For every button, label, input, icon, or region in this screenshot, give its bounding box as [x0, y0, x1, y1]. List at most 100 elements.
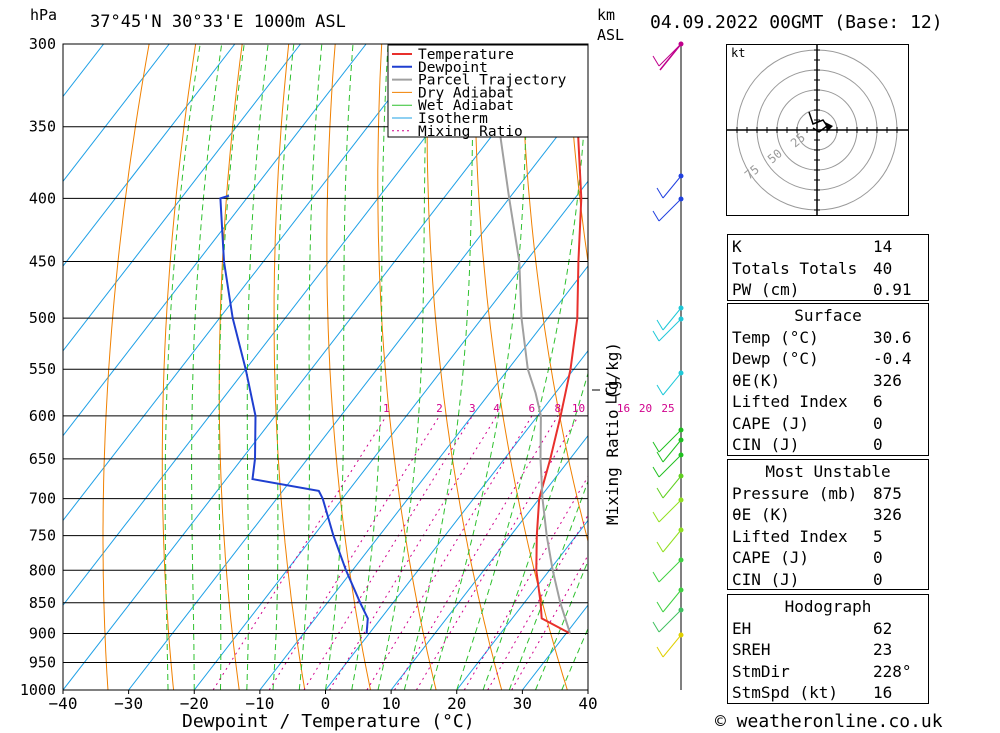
pressure-tick-label: 400: [29, 189, 56, 207]
legend-box: [387, 44, 589, 138]
most-unstable-box: Most Unstable Pressure (mb) 875 θE (K) 326 L…: [727, 459, 929, 590]
surface-label: Lifted Index: [732, 392, 848, 411]
mixing-ratio-label: 4: [493, 402, 500, 415]
pressure-tick-label: 850: [29, 594, 56, 612]
index-value: 14: [873, 237, 893, 256]
wind-barb-flag: [652, 466, 660, 478]
hodograph-value: 23: [873, 640, 893, 659]
temperature-tick-labels: −40 −30 −20 −10 0 10 20 30 40: [49, 690, 598, 713]
index-row: Totals Totals 40: [728, 257, 928, 279]
index-label: Totals Totals: [732, 258, 858, 278]
hodograph-unit: kt: [731, 46, 745, 60]
wind-barb-flag: [652, 441, 660, 453]
isotherm-line: [63, 44, 170, 183]
most-unstable-label: θE (K): [732, 505, 790, 524]
legend-entry: Mixing Ratio: [418, 124, 523, 140]
x-tick-label: 20: [447, 694, 466, 713]
hodograph-stats-box: Hodograph EH 62 SREH 23 StmDir 228° StmSpd (kt…: [727, 594, 929, 704]
mixing-ratio-line: [329, 415, 497, 690]
wet-adiabat-line: [508, 479, 588, 690]
wind-barb: [658, 454, 682, 478]
legend-entry: Parcel Trajectory: [418, 73, 567, 89]
wet-adiabat-line: [191, 44, 223, 690]
mixing-ratio-line: [268, 415, 440, 690]
wind-barb-flag: [652, 571, 660, 583]
wind-barb-flag: [656, 451, 664, 463]
surface-label: CIN (J): [732, 435, 800, 454]
surface-label: θE(K): [732, 370, 781, 390]
wind-barb: [658, 499, 682, 523]
index-label: K: [732, 237, 742, 256]
mixing-ratio-label: 20: [639, 402, 652, 415]
most-unstable-value: 875: [873, 483, 902, 503]
mixing-ratio-label: 16: [617, 402, 630, 415]
surface-label: Temp (°C): [732, 327, 819, 347]
x-tick-label: 30: [513, 694, 532, 713]
mixing-ratio-axis-label: Mixing Ratio (g/kg): [603, 341, 623, 526]
surface-row: Dewp (°C) -0.4: [728, 347, 928, 369]
wind-barb-flag: [652, 330, 660, 342]
pressure-tick-label: 550: [29, 360, 56, 378]
pressure-tick-labels: 300 350 400 450 500 550 600 650 700 750 800 850 900 9…: [20, 35, 56, 699]
credit-footer[interactable]: © weatheronline.co.uk: [715, 711, 943, 732]
surface-value: 0: [873, 435, 883, 454]
pressure-tick-label: 750: [29, 527, 56, 545]
wind-barb: [662, 307, 682, 331]
index-value: 0.91: [873, 280, 912, 299]
hodograph-label: StmDir: [732, 661, 790, 681]
most-unstable-title: Most Unstable: [765, 462, 891, 481]
wind-barb: [658, 559, 682, 583]
surface-row: CIN (J) 0: [728, 433, 928, 455]
wind-barb: [658, 609, 682, 633]
legend-entry: Dewpoint: [418, 60, 488, 76]
wind-barb: [662, 589, 682, 613]
pressure-tick-label: 450: [29, 253, 56, 271]
most-unstable-label: Pressure (mb): [732, 483, 858, 503]
isotherm-line: [193, 180, 588, 690]
hodograph-row: StmSpd (kt) 16: [728, 681, 928, 703]
most-unstable-value: 326: [873, 505, 902, 524]
temperature-line: [535, 44, 583, 635]
x-tick-label: 40: [578, 694, 597, 713]
wind-barb-flag: [656, 319, 664, 331]
hodograph-value: 62: [873, 618, 893, 638]
most-unstable-label: CAPE (J): [732, 548, 810, 567]
wet-adiabat-line: [403, 44, 475, 690]
isotherm-line: [63, 44, 498, 607]
hodograph-row: SREH 23: [728, 638, 928, 660]
wind-barb: [658, 429, 682, 453]
hodograph-title: Hodograph: [784, 597, 872, 616]
pressure-tick-label: 650: [29, 450, 56, 468]
wind-barb-flag: [656, 601, 664, 613]
surface-box: Surface Temp (°C) 30.6 Dewp (°C) -0.4 θE(K) 3…: [727, 303, 929, 456]
legend-entry: Dry Adiabat: [418, 85, 514, 101]
hodograph-trace: [808, 111, 829, 133]
wind-barb: [662, 475, 682, 499]
wet-adiabat-line: [535, 559, 588, 690]
pressure-tick-label: 600: [29, 407, 56, 425]
most-unstable-value: 5: [873, 526, 883, 546]
mixing-ratio-label: 3: [469, 402, 476, 415]
wet-adiabat-line: [298, 44, 323, 690]
pressure-tick-label: 500: [29, 309, 56, 327]
wind-barb-flag: [656, 487, 664, 499]
surface-title-row: Surface: [728, 304, 928, 326]
wind-barbs: [652, 41, 684, 658]
legend-entry: Temperature: [418, 47, 514, 63]
hodograph-label: SREH: [732, 640, 771, 659]
most-unstable-label: CIN (J): [732, 569, 800, 589]
wind-barb-flag: [656, 187, 664, 199]
isotherm-line: [259, 265, 588, 690]
index-row: PW (cm) 0.91: [728, 278, 928, 300]
wind-barb-flag: [656, 646, 664, 658]
most-unstable-row: CIN (J) 0: [728, 568, 928, 590]
dry-adiabat-line: [326, 44, 371, 690]
wind-barb-flag: [652, 621, 660, 633]
wind-barb: [662, 175, 682, 199]
hodograph-label: StmSpd (kt): [732, 683, 838, 702]
mixing-ratio-line: [366, 415, 533, 690]
most-unstable-value: 0: [873, 548, 883, 567]
surface-label: CAPE (J): [732, 413, 810, 433]
